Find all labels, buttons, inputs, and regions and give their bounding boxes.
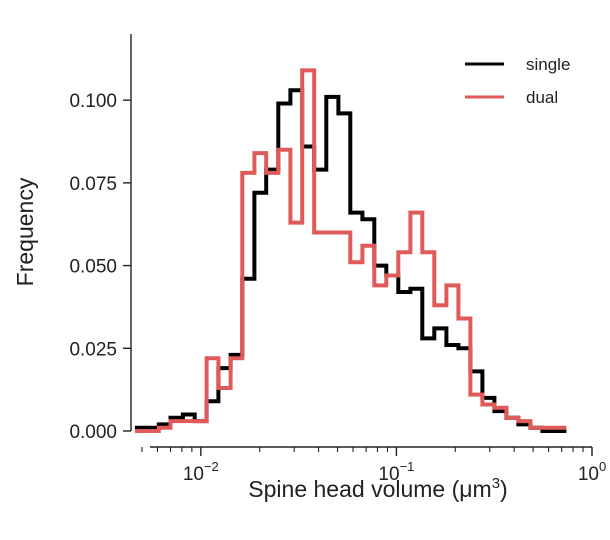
x-tick-exponent: −1 [400,459,415,474]
x-axis-title-exponent: 3 [492,475,500,492]
y-tick-label: 0.050 [69,257,117,278]
legend: single dual [465,55,570,107]
x-ticks: 10−2 10−1 100 [141,447,606,485]
x-tick-label: 10−1 [378,459,414,485]
axes [130,34,592,448]
x-tick-exponent: −2 [204,459,219,474]
x-tick-label: 10−2 [183,459,219,485]
y-tick-label: 0.025 [69,339,117,360]
x-tick-base: 10 [183,464,204,485]
y-tick-label: 0.000 [69,422,117,443]
y-tick-label: 0.075 [69,174,117,195]
y-ticks: 0.000 0.025 0.050 0.075 0.100 [69,91,131,443]
x-tick-base: 10 [378,464,399,485]
x-tick-label: 100 [578,459,606,485]
x-tick-base: 10 [578,464,599,485]
x-axis-title-text: Spine head volume (μm [248,476,491,502]
legend-label-single: single [526,55,570,74]
series-line-dual [134,68,567,433]
x-tick-exponent: 0 [599,459,606,474]
series-layer [134,68,567,433]
series-line-single [134,88,567,433]
y-axis-title: Frequency [12,177,38,286]
legend-label-dual: dual [526,88,558,107]
x-axis-title-suffix: ) [500,476,508,502]
x-axis-title: Spine head volume (μm3) [248,475,507,502]
y-tick-label: 0.100 [69,91,117,112]
